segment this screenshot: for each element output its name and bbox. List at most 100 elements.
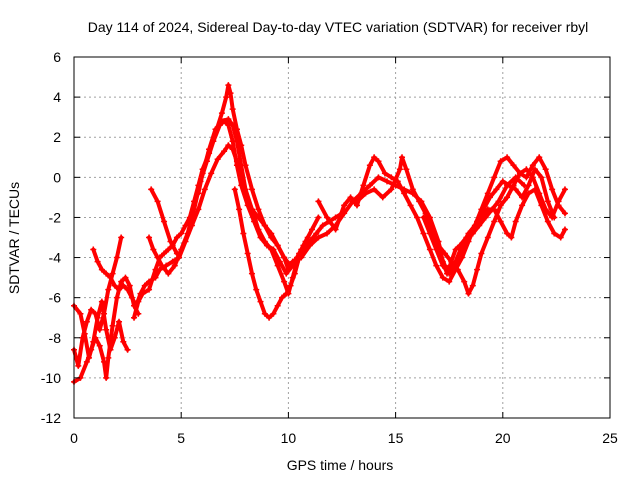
data-point-marker <box>484 234 491 241</box>
data-point-marker <box>118 278 125 285</box>
data-point-marker <box>98 298 105 305</box>
data-point-marker <box>399 154 406 161</box>
data-point-marker <box>388 186 395 193</box>
y-tick-label: 2 <box>53 129 61 145</box>
data-point-marker <box>124 346 131 353</box>
data-point-marker <box>332 214 339 221</box>
data-point-marker <box>154 198 161 205</box>
y-tick-label: 4 <box>53 89 61 105</box>
data-point-marker <box>315 214 322 221</box>
data-point-marker <box>274 262 281 269</box>
data-point-marker <box>433 246 440 253</box>
data-point-marker <box>126 282 133 289</box>
data-point-marker <box>107 346 114 353</box>
data-point-marker <box>225 142 232 149</box>
data-point-marker <box>536 190 543 197</box>
data-point-marker <box>308 226 315 233</box>
data-point-marker <box>90 246 97 253</box>
data-point-marker <box>120 338 127 345</box>
data-point-marker <box>341 202 348 209</box>
data-point-marker <box>116 286 123 293</box>
data-point-marker <box>289 274 296 281</box>
data-point-marker <box>465 290 472 297</box>
data-point-marker <box>278 294 285 301</box>
data-point-marker <box>152 266 159 273</box>
data-point-marker <box>504 230 511 237</box>
data-point-marker <box>375 174 382 181</box>
data-point-marker <box>544 218 551 225</box>
data-point-marker <box>523 166 530 173</box>
data-point-marker <box>298 254 305 261</box>
data-point-marker <box>461 278 468 285</box>
data-point-marker <box>274 302 281 309</box>
data-point-marker <box>298 246 305 253</box>
data-point-marker <box>199 170 206 177</box>
data-point-marker <box>81 330 88 337</box>
data-point-marker <box>150 246 157 253</box>
data-point-marker <box>510 182 517 189</box>
data-point-marker <box>407 202 414 209</box>
data-point-marker <box>478 250 485 257</box>
data-point-marker <box>409 186 416 193</box>
x-tick-label: 15 <box>388 430 404 446</box>
data-point-marker <box>381 170 388 177</box>
data-point-marker <box>242 186 249 193</box>
data-point-marker <box>315 198 322 205</box>
data-point-marker <box>557 234 564 241</box>
data-point-marker <box>446 278 453 285</box>
data-point-marker <box>493 186 500 193</box>
data-point-marker <box>561 210 568 217</box>
axis-tick-labels: 0 5 10 15 20 25 -12 -10 -8 -6 -4 -2 0 2 4 6 <box>41 49 618 446</box>
y-tick-label: -8 <box>49 330 62 346</box>
data-point-marker <box>538 174 545 181</box>
data-point-marker <box>154 254 161 261</box>
data-point-marker <box>420 214 427 221</box>
data-point-marker <box>422 210 429 217</box>
data-point-marker <box>523 174 530 181</box>
data-point-marker <box>499 178 506 185</box>
data-point-marker <box>77 310 84 317</box>
data-point-marker <box>474 266 481 273</box>
data-point-marker <box>497 158 504 165</box>
data-point-marker <box>484 206 491 213</box>
data-point-marker <box>332 226 339 233</box>
x-tick-label: 20 <box>495 430 511 446</box>
data-point-marker <box>420 230 427 237</box>
data-point-marker <box>414 214 421 221</box>
data-point-marker <box>536 154 543 161</box>
data-point-marker <box>371 186 378 193</box>
data-point-marker <box>135 298 142 305</box>
y-tick-label: -6 <box>49 290 62 306</box>
data-point-marker <box>86 354 93 361</box>
data-point-marker <box>519 202 526 209</box>
y-tick-label: -10 <box>41 370 61 386</box>
data-point-marker <box>519 194 526 201</box>
data-point-marker <box>255 206 262 213</box>
data-point-marker <box>218 118 225 125</box>
data-point-marker <box>257 298 264 305</box>
data-point-marker <box>433 262 440 269</box>
data-point-marker <box>300 242 307 249</box>
plot-frame <box>73 56 611 419</box>
data-point-marker <box>214 156 221 163</box>
data-point-marker <box>248 270 255 277</box>
data-point-marker <box>266 314 273 321</box>
data-point-marker <box>544 198 551 205</box>
data-point-marker <box>107 274 114 281</box>
data-point-marker <box>248 206 255 213</box>
data-point-marker <box>96 326 103 333</box>
data-point-marker <box>304 234 311 241</box>
data-point-marker <box>225 82 232 89</box>
data-point-marker <box>426 246 433 253</box>
data-point-marker <box>124 286 131 293</box>
data-point-marker <box>504 154 511 161</box>
data-point-marker <box>441 250 448 257</box>
data-point-marker <box>229 122 236 129</box>
data-point-marker <box>103 326 110 333</box>
data-point-marker <box>165 246 172 253</box>
data-point-marker <box>244 250 251 257</box>
data-point-marker <box>195 190 202 197</box>
data-point-marker <box>146 286 153 293</box>
data-point-marker <box>171 262 178 269</box>
